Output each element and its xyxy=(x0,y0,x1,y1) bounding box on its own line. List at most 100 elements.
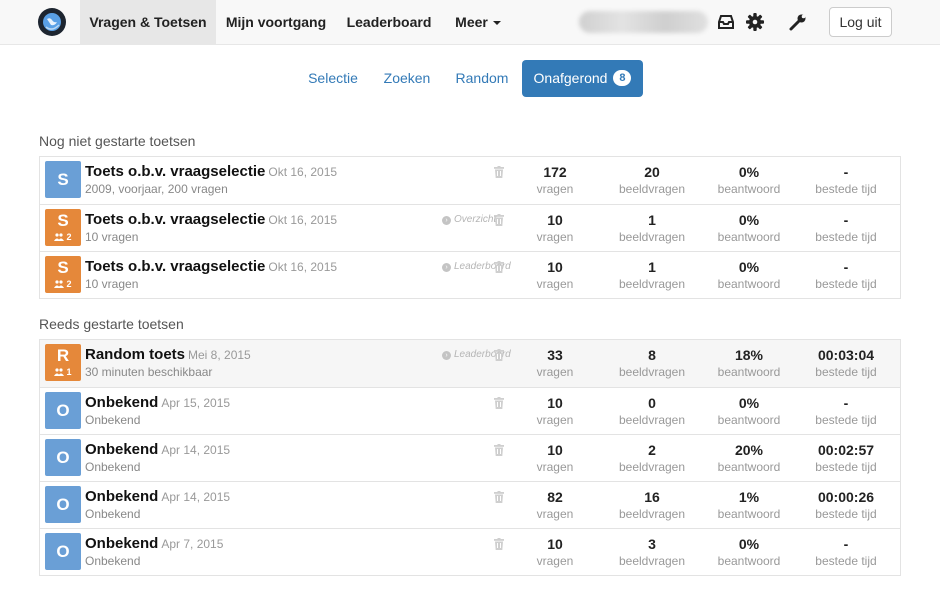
chevron-right-icon: › xyxy=(442,351,451,360)
stat-time: 00:02:57 bestede tijd xyxy=(815,442,877,474)
stat-time: 00:03:04 bestede tijd xyxy=(815,347,877,379)
stat-images: 16 beeldvragen xyxy=(618,489,686,521)
group-count: 1 xyxy=(45,366,81,378)
nav-vragen-toetsen[interactable]: Vragen & Toetsen xyxy=(80,0,216,45)
stat-questions: 10 vragen xyxy=(536,259,574,291)
nav-leaderboard[interactable]: Leaderboard xyxy=(346,14,432,30)
count-badge: 8 xyxy=(613,70,632,87)
stat-questions: 10 vragen xyxy=(536,442,574,474)
test-title[interactable]: Onbekend Apr 7, 2015 xyxy=(85,535,224,552)
test-subtitle: 10 vragen xyxy=(85,230,139,244)
avatar-letter: S xyxy=(57,211,69,230)
stat-answered: 0% beantwoord xyxy=(717,395,781,427)
test-date: Mei 8, 2015 xyxy=(188,348,251,362)
stat-answered: 1% beantwoord xyxy=(717,489,781,521)
tab-zoeken[interactable]: Zoeken xyxy=(383,70,431,86)
stat-questions: 10 vragen xyxy=(536,212,574,244)
top-navbar: Vragen & Toetsen Mijn voortgang Leaderbo… xyxy=(0,0,940,45)
test-link[interactable]: › Leaderboard xyxy=(442,261,511,272)
avatar-letter: O xyxy=(56,401,70,420)
test-date: Okt 16, 2015 xyxy=(268,213,338,227)
trash-icon[interactable] xyxy=(494,538,504,550)
test-title[interactable]: Onbekend Apr 14, 2015 xyxy=(85,441,231,458)
test-row[interactable]: O Onbekend Apr 14, 2015 Onbekend 10 vragen… xyxy=(40,434,900,481)
inbox-icon[interactable] xyxy=(716,12,736,32)
test-row[interactable]: S Toets o.b.v. vraagselectie Okt 16, 2015… xyxy=(40,157,900,204)
test-avatar: O xyxy=(45,533,81,570)
test-date: Apr 14, 2015 xyxy=(161,443,231,457)
avatar-letter: O xyxy=(56,448,70,467)
test-date: Okt 16, 2015 xyxy=(268,260,338,274)
test-title[interactable]: Onbekend Apr 15, 2015 xyxy=(85,394,231,411)
test-subtitle: Onbekend xyxy=(85,460,141,474)
test-avatar: O xyxy=(45,439,81,476)
test-avatar: S 2 xyxy=(45,209,81,246)
stat-time: - bestede tijd xyxy=(815,395,877,427)
trash-icon[interactable] xyxy=(494,349,504,361)
test-row[interactable]: O Onbekend Apr 15, 2015 Onbekend 10 vragen… xyxy=(40,387,900,434)
stat-time: - bestede tijd xyxy=(815,212,877,244)
chevron-right-icon: › xyxy=(442,263,451,272)
caret-down-icon xyxy=(492,21,501,26)
test-row[interactable]: R 1 Random toets Mei 8, 2015 30 minuten b… xyxy=(40,340,900,387)
test-title[interactable]: Toets o.b.v. vraagselectie Okt 16, 2015 xyxy=(85,163,338,180)
test-date: Apr 14, 2015 xyxy=(161,490,231,504)
tab-onafgerond[interactable]: Onafgerond 8 xyxy=(522,60,643,97)
tab-selectie[interactable]: Selectie xyxy=(308,70,358,86)
test-title[interactable]: Toets o.b.v. vraagselectie Okt 16, 2015 xyxy=(85,258,338,275)
stat-images: 2 beeldvragen xyxy=(618,442,686,474)
test-date: Okt 16, 2015 xyxy=(268,165,338,179)
list-not-started: S Toets o.b.v. vraagselectie Okt 16, 2015… xyxy=(39,156,901,299)
test-row[interactable]: O Onbekend Apr 7, 2015 Onbekend 10 vragen … xyxy=(40,528,900,575)
avatar-letter: O xyxy=(56,495,70,514)
test-row[interactable]: S 2 Toets o.b.v. vraagselectie Okt 16, 20… xyxy=(40,251,900,298)
test-subtitle: 10 vragen xyxy=(85,277,139,291)
stat-time: - bestede tijd xyxy=(815,259,877,291)
test-date: Apr 15, 2015 xyxy=(161,396,231,410)
stat-time: - bestede tijd xyxy=(815,164,877,196)
stat-images: 0 beeldvragen xyxy=(618,395,686,427)
trash-icon[interactable] xyxy=(494,261,504,273)
nav-meer-dropdown[interactable]: Meer xyxy=(442,0,514,45)
stat-images: 3 beeldvragen xyxy=(618,536,686,568)
stat-images: 1 beeldvragen xyxy=(618,259,686,291)
group-count: 2 xyxy=(45,278,81,290)
trash-icon[interactable] xyxy=(494,214,504,226)
stat-images: 1 beeldvragen xyxy=(618,212,686,244)
gear-icon[interactable] xyxy=(745,12,765,32)
trash-icon[interactable] xyxy=(494,491,504,503)
test-link[interactable]: › Leaderboard xyxy=(442,349,511,360)
stat-answered: 0% beantwoord xyxy=(717,164,781,196)
logout-button[interactable]: Log uit xyxy=(829,7,892,37)
group-count: 2 xyxy=(45,231,81,243)
stat-questions: 10 vragen xyxy=(536,536,574,568)
stat-questions: 172 vragen xyxy=(536,164,574,196)
section-title-started: Reeds gestarte toetsen xyxy=(39,316,184,332)
stat-time: 00:00:26 bestede tijd xyxy=(815,489,877,521)
list-started: R 1 Random toets Mei 8, 2015 30 minuten b… xyxy=(39,339,901,576)
test-title[interactable]: Toets o.b.v. vraagselectie Okt 16, 2015 xyxy=(85,211,338,228)
trash-icon[interactable] xyxy=(494,397,504,409)
test-row[interactable]: O Onbekend Apr 14, 2015 Onbekend 82 vragen… xyxy=(40,481,900,528)
test-title[interactable]: Random toets Mei 8, 2015 xyxy=(85,346,251,363)
test-avatar: R 1 xyxy=(45,344,81,381)
stat-answered: 0% beantwoord xyxy=(717,259,781,291)
trash-icon[interactable] xyxy=(494,444,504,456)
group-icon xyxy=(54,368,65,376)
test-avatar: O xyxy=(45,486,81,523)
nav-mijn-voortgang[interactable]: Mijn voortgang xyxy=(225,14,327,30)
test-date: Apr 7, 2015 xyxy=(161,537,224,551)
avatar-letter: O xyxy=(56,542,70,561)
trash-icon[interactable] xyxy=(494,166,504,178)
test-link[interactable]: › Overzicht xyxy=(442,214,496,225)
globe-logo-icon[interactable] xyxy=(38,8,66,36)
stat-answered: 20% beantwoord xyxy=(717,442,781,474)
stat-images: 20 beeldvragen xyxy=(618,164,686,196)
test-subtitle: Onbekend xyxy=(85,413,141,427)
tab-random[interactable]: Random xyxy=(455,70,509,86)
test-row[interactable]: S 2 Toets o.b.v. vraagselectie Okt 16, 20… xyxy=(40,204,900,251)
test-subtitle: 30 minuten beschikbaar xyxy=(85,365,213,379)
wrench-icon[interactable] xyxy=(788,12,808,32)
test-title[interactable]: Onbekend Apr 14, 2015 xyxy=(85,488,231,505)
stat-images: 8 beeldvragen xyxy=(618,347,686,379)
